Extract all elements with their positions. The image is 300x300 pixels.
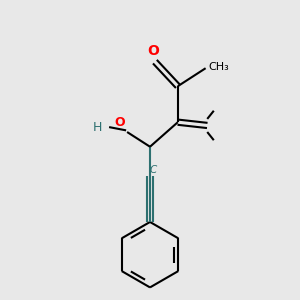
Text: O: O [115,116,125,129]
Text: C: C [150,164,157,175]
Text: CH₃: CH₃ [208,61,229,72]
Text: O: O [147,44,159,58]
Text: H: H [93,121,103,134]
